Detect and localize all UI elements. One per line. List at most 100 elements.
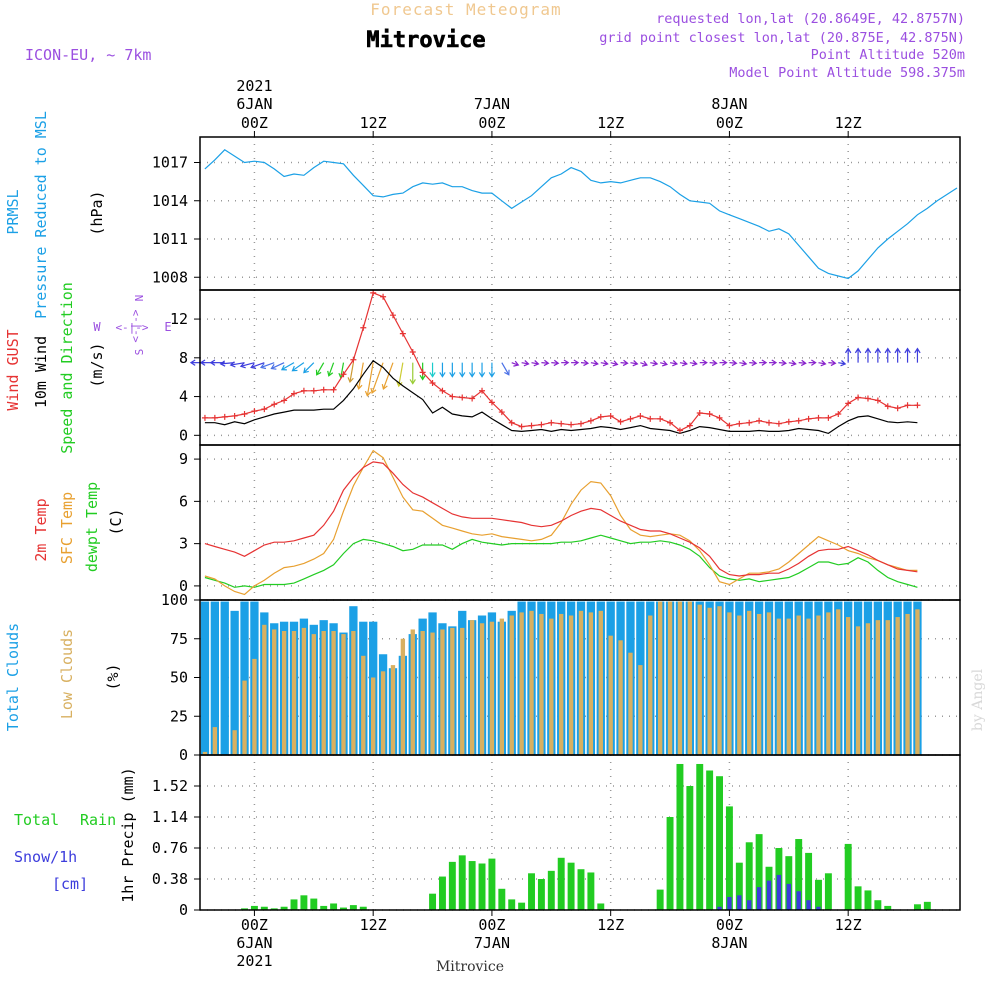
low-clouds-label: Low Clouds xyxy=(58,629,76,719)
rain-bar xyxy=(587,872,595,910)
wind-barb xyxy=(640,360,648,367)
gust-marker xyxy=(201,414,208,421)
wind-barb-head xyxy=(370,387,377,394)
location-title: Mitrovice xyxy=(366,28,485,53)
low-cloud-bar xyxy=(826,612,831,755)
wind-barb-head xyxy=(761,359,768,366)
wind-barb xyxy=(561,359,570,366)
gust-marker xyxy=(310,387,317,394)
wind-barb xyxy=(347,362,354,384)
wind-barb-head xyxy=(741,360,748,367)
rain-bar xyxy=(923,901,931,910)
wind-barb-head xyxy=(602,360,609,367)
wind-barb-shaft xyxy=(366,362,374,396)
total-cloud-bar xyxy=(200,601,210,755)
total-cloud-bar xyxy=(230,610,239,755)
wind-barb xyxy=(854,347,862,363)
gust-marker xyxy=(706,411,713,417)
wind-barb-head xyxy=(563,359,570,366)
rain-bar xyxy=(755,834,763,910)
wind-barb xyxy=(478,362,486,378)
wind-barb-head xyxy=(356,384,363,390)
low-cloud-bar xyxy=(361,655,366,755)
wind-barb-head xyxy=(260,363,267,370)
gust-marker xyxy=(795,417,802,424)
wind-unit: (m/s) xyxy=(88,342,106,387)
wind-barb-shaft xyxy=(580,362,589,364)
gust-marker xyxy=(479,387,486,394)
rain-bar xyxy=(854,886,862,910)
low-cloud-bar xyxy=(687,601,693,755)
total-cloud-bar xyxy=(240,601,249,755)
rain-bar xyxy=(300,895,308,910)
gust-marker xyxy=(825,414,832,421)
low-cloud-bar xyxy=(776,618,782,755)
rain-bar xyxy=(241,908,248,910)
low-cloud-bar xyxy=(559,613,564,755)
gust-marker xyxy=(884,403,891,410)
rain-bar xyxy=(725,806,733,910)
rain-bar xyxy=(518,902,526,910)
gust-marker xyxy=(429,380,436,386)
wind-barb-head xyxy=(751,359,758,367)
rain-bar xyxy=(438,876,446,910)
snow-bar xyxy=(747,900,752,910)
wind-barb-head xyxy=(291,365,298,372)
gust-marker xyxy=(627,415,634,422)
requested-coords: requested lon,lat (20.8649E, 42.8757N) xyxy=(656,11,965,27)
low-cloud-bar xyxy=(638,665,643,755)
wind-barb xyxy=(914,347,921,363)
low-cloud-bar xyxy=(321,631,326,755)
wind-barb xyxy=(798,359,807,367)
wind-dir-label: Speed and Direction xyxy=(58,282,76,454)
low-cloud-bar xyxy=(430,632,435,755)
wind-barb xyxy=(729,359,738,367)
wind-barb-head xyxy=(239,362,246,369)
wind-barb-head xyxy=(468,372,476,378)
wind-barb xyxy=(260,362,275,370)
wind-barb-shaft xyxy=(230,362,245,366)
rain-bar xyxy=(330,903,338,910)
gust-marker xyxy=(874,397,881,404)
wind-barb xyxy=(250,362,265,370)
wind-barb-head xyxy=(681,360,688,367)
wind-barb-shaft xyxy=(371,362,384,394)
total-cloud-bar xyxy=(210,601,219,755)
low-cloud-bar xyxy=(707,607,712,755)
wind-barb xyxy=(904,347,911,363)
wind-barb-shaft xyxy=(778,362,786,364)
gust-marker xyxy=(676,427,683,434)
low-cloud-bar xyxy=(311,634,316,755)
bottom-date-label: 7JAN xyxy=(474,934,510,952)
wind-barb-head xyxy=(396,381,403,388)
rain-bar xyxy=(508,899,516,910)
wind-barb-shaft xyxy=(729,362,737,364)
low-cloud-bar xyxy=(420,631,425,755)
gust-marker xyxy=(528,422,535,429)
wind-barb-head xyxy=(459,372,466,378)
wind-barb-shaft xyxy=(640,362,648,366)
wind-barb xyxy=(315,362,325,376)
wind-barb-shaft xyxy=(292,362,305,372)
wind-barb-head xyxy=(189,359,196,366)
rain-bar xyxy=(844,843,852,910)
gust-marker xyxy=(558,420,565,427)
gust-marker xyxy=(261,406,268,413)
rain-bar xyxy=(874,900,882,910)
gust-marker xyxy=(617,418,624,425)
gust-marker xyxy=(409,349,416,355)
low-cloud-bar xyxy=(598,610,603,755)
wind-barb xyxy=(521,360,530,367)
rain-bar xyxy=(448,861,456,910)
gust-marker xyxy=(756,417,763,424)
rain-bar xyxy=(696,763,704,910)
low-cloud-bar xyxy=(440,629,445,755)
low-cloud-bar xyxy=(380,671,386,755)
gust-marker xyxy=(746,419,753,426)
snow-bar xyxy=(766,880,772,910)
bottom-date-label: 8JAN xyxy=(711,934,747,952)
snow-label: Snow/1h xyxy=(14,848,77,866)
wind-barb-head xyxy=(854,347,862,354)
gust-marker xyxy=(864,395,871,402)
